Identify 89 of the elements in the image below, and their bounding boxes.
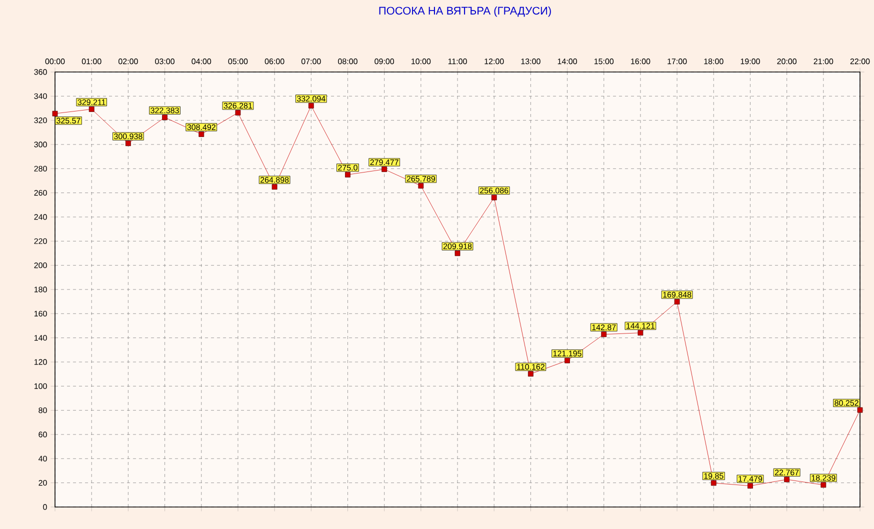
data-label: 329.211	[78, 99, 106, 105]
y-tick-label: 200	[34, 262, 47, 268]
x-tick-label: 14:00	[558, 58, 577, 64]
y-tick-label: 280	[34, 166, 47, 172]
point	[308, 103, 314, 108]
point	[784, 476, 790, 482]
data-label: 275.0	[338, 164, 358, 170]
y-tick-label: 240	[34, 214, 47, 220]
data-label: 265.789	[406, 176, 435, 182]
point	[418, 183, 424, 189]
point	[674, 299, 680, 304]
data-label: 17.479	[738, 476, 762, 482]
data-label: 279.477	[370, 159, 398, 166]
data-label: 144.121	[626, 323, 655, 329]
y-tick-label: 100	[34, 383, 47, 389]
data-label: 110.162	[517, 364, 544, 370]
y-tick-label: 160	[34, 310, 47, 316]
x-tick-label: 17:00	[668, 58, 687, 64]
point	[710, 480, 716, 486]
x-tick-label: 00:00	[45, 58, 65, 64]
point	[601, 332, 607, 338]
chart-title: ПОСОКА НА ВЯТЪРА (ГРАДУСИ)	[379, 6, 551, 17]
x-tick-label: 02:00	[118, 58, 138, 64]
data-label: 209.918	[443, 243, 472, 250]
x-tick-label: 09:00	[374, 58, 394, 64]
point	[820, 482, 826, 488]
x-tick-label: 01:00	[82, 58, 102, 64]
data-label: 308.492	[187, 124, 216, 130]
y-tick-label: 20	[38, 480, 47, 486]
data-label: 169.848	[663, 292, 692, 298]
y-tick-label: 40	[38, 456, 47, 462]
y-tick-label: 360	[34, 69, 47, 75]
x-tick-label: 03:00	[155, 58, 174, 64]
data-label: 300.938	[114, 133, 142, 140]
x-tick-label: 08:00	[338, 58, 358, 64]
x-tick-label: 04:00	[192, 58, 212, 64]
y-tick-label: 180	[34, 286, 47, 292]
point	[382, 166, 388, 172]
data-label: 256.086	[480, 188, 508, 194]
y-tick-label: 120	[34, 359, 47, 365]
y-tick-label: 0	[43, 504, 47, 510]
point	[162, 114, 168, 120]
point	[88, 106, 94, 112]
data-label: 80.252	[834, 400, 858, 406]
y-tick-label: 300	[34, 142, 47, 148]
data-label: 142.87	[592, 324, 616, 330]
x-tick-label: 12:00	[484, 58, 504, 64]
x-tick-label: 07:00	[301, 58, 321, 64]
point	[272, 184, 278, 190]
x-tick-label: 18:00	[704, 58, 724, 64]
data-label: 322.383	[150, 108, 179, 114]
x-tick-label: 19:00	[740, 58, 760, 64]
point	[198, 132, 204, 137]
x-tick-label: 22:00	[850, 58, 870, 64]
x-tick-label: 15:00	[594, 58, 614, 64]
point	[491, 194, 497, 200]
y-tick-label: 60	[38, 432, 47, 438]
x-tick-label: 20:00	[777, 58, 797, 64]
x-tick-label: 10:00	[412, 58, 431, 64]
x-tick-label: 06:00	[264, 58, 284, 64]
x-tick-label: 16:00	[631, 58, 650, 64]
y-tick-label: 320	[34, 117, 47, 124]
data-label: 19.85	[704, 473, 724, 479]
point	[454, 250, 460, 256]
point	[638, 330, 644, 336]
point	[345, 172, 350, 178]
data-label: 325.57	[56, 118, 80, 124]
point	[52, 110, 58, 116]
point	[564, 358, 570, 364]
point	[748, 483, 753, 489]
y-tick-label: 220	[34, 238, 47, 244]
point	[528, 371, 534, 377]
x-tick-label: 21:00	[814, 58, 834, 64]
data-label: 22.767	[774, 470, 799, 476]
data-label: 332.094	[296, 96, 326, 102]
data-label: 264.898	[260, 177, 289, 183]
x-tick-label: 11:00	[448, 58, 467, 64]
data-label: 326.281	[224, 102, 252, 109]
x-tick-label: 13:00	[521, 58, 540, 64]
y-tick-label: 80	[38, 407, 47, 414]
point	[857, 407, 863, 413]
y-tick-label: 140	[34, 334, 47, 341]
data-label: 121.195	[553, 350, 582, 356]
y-tick-label: 340	[34, 93, 47, 99]
point	[235, 110, 241, 116]
data-label: 18.239	[812, 475, 836, 481]
y-tick-label: 260	[34, 190, 47, 196]
x-tick-label: 05:00	[228, 58, 248, 64]
point	[125, 140, 131, 146]
